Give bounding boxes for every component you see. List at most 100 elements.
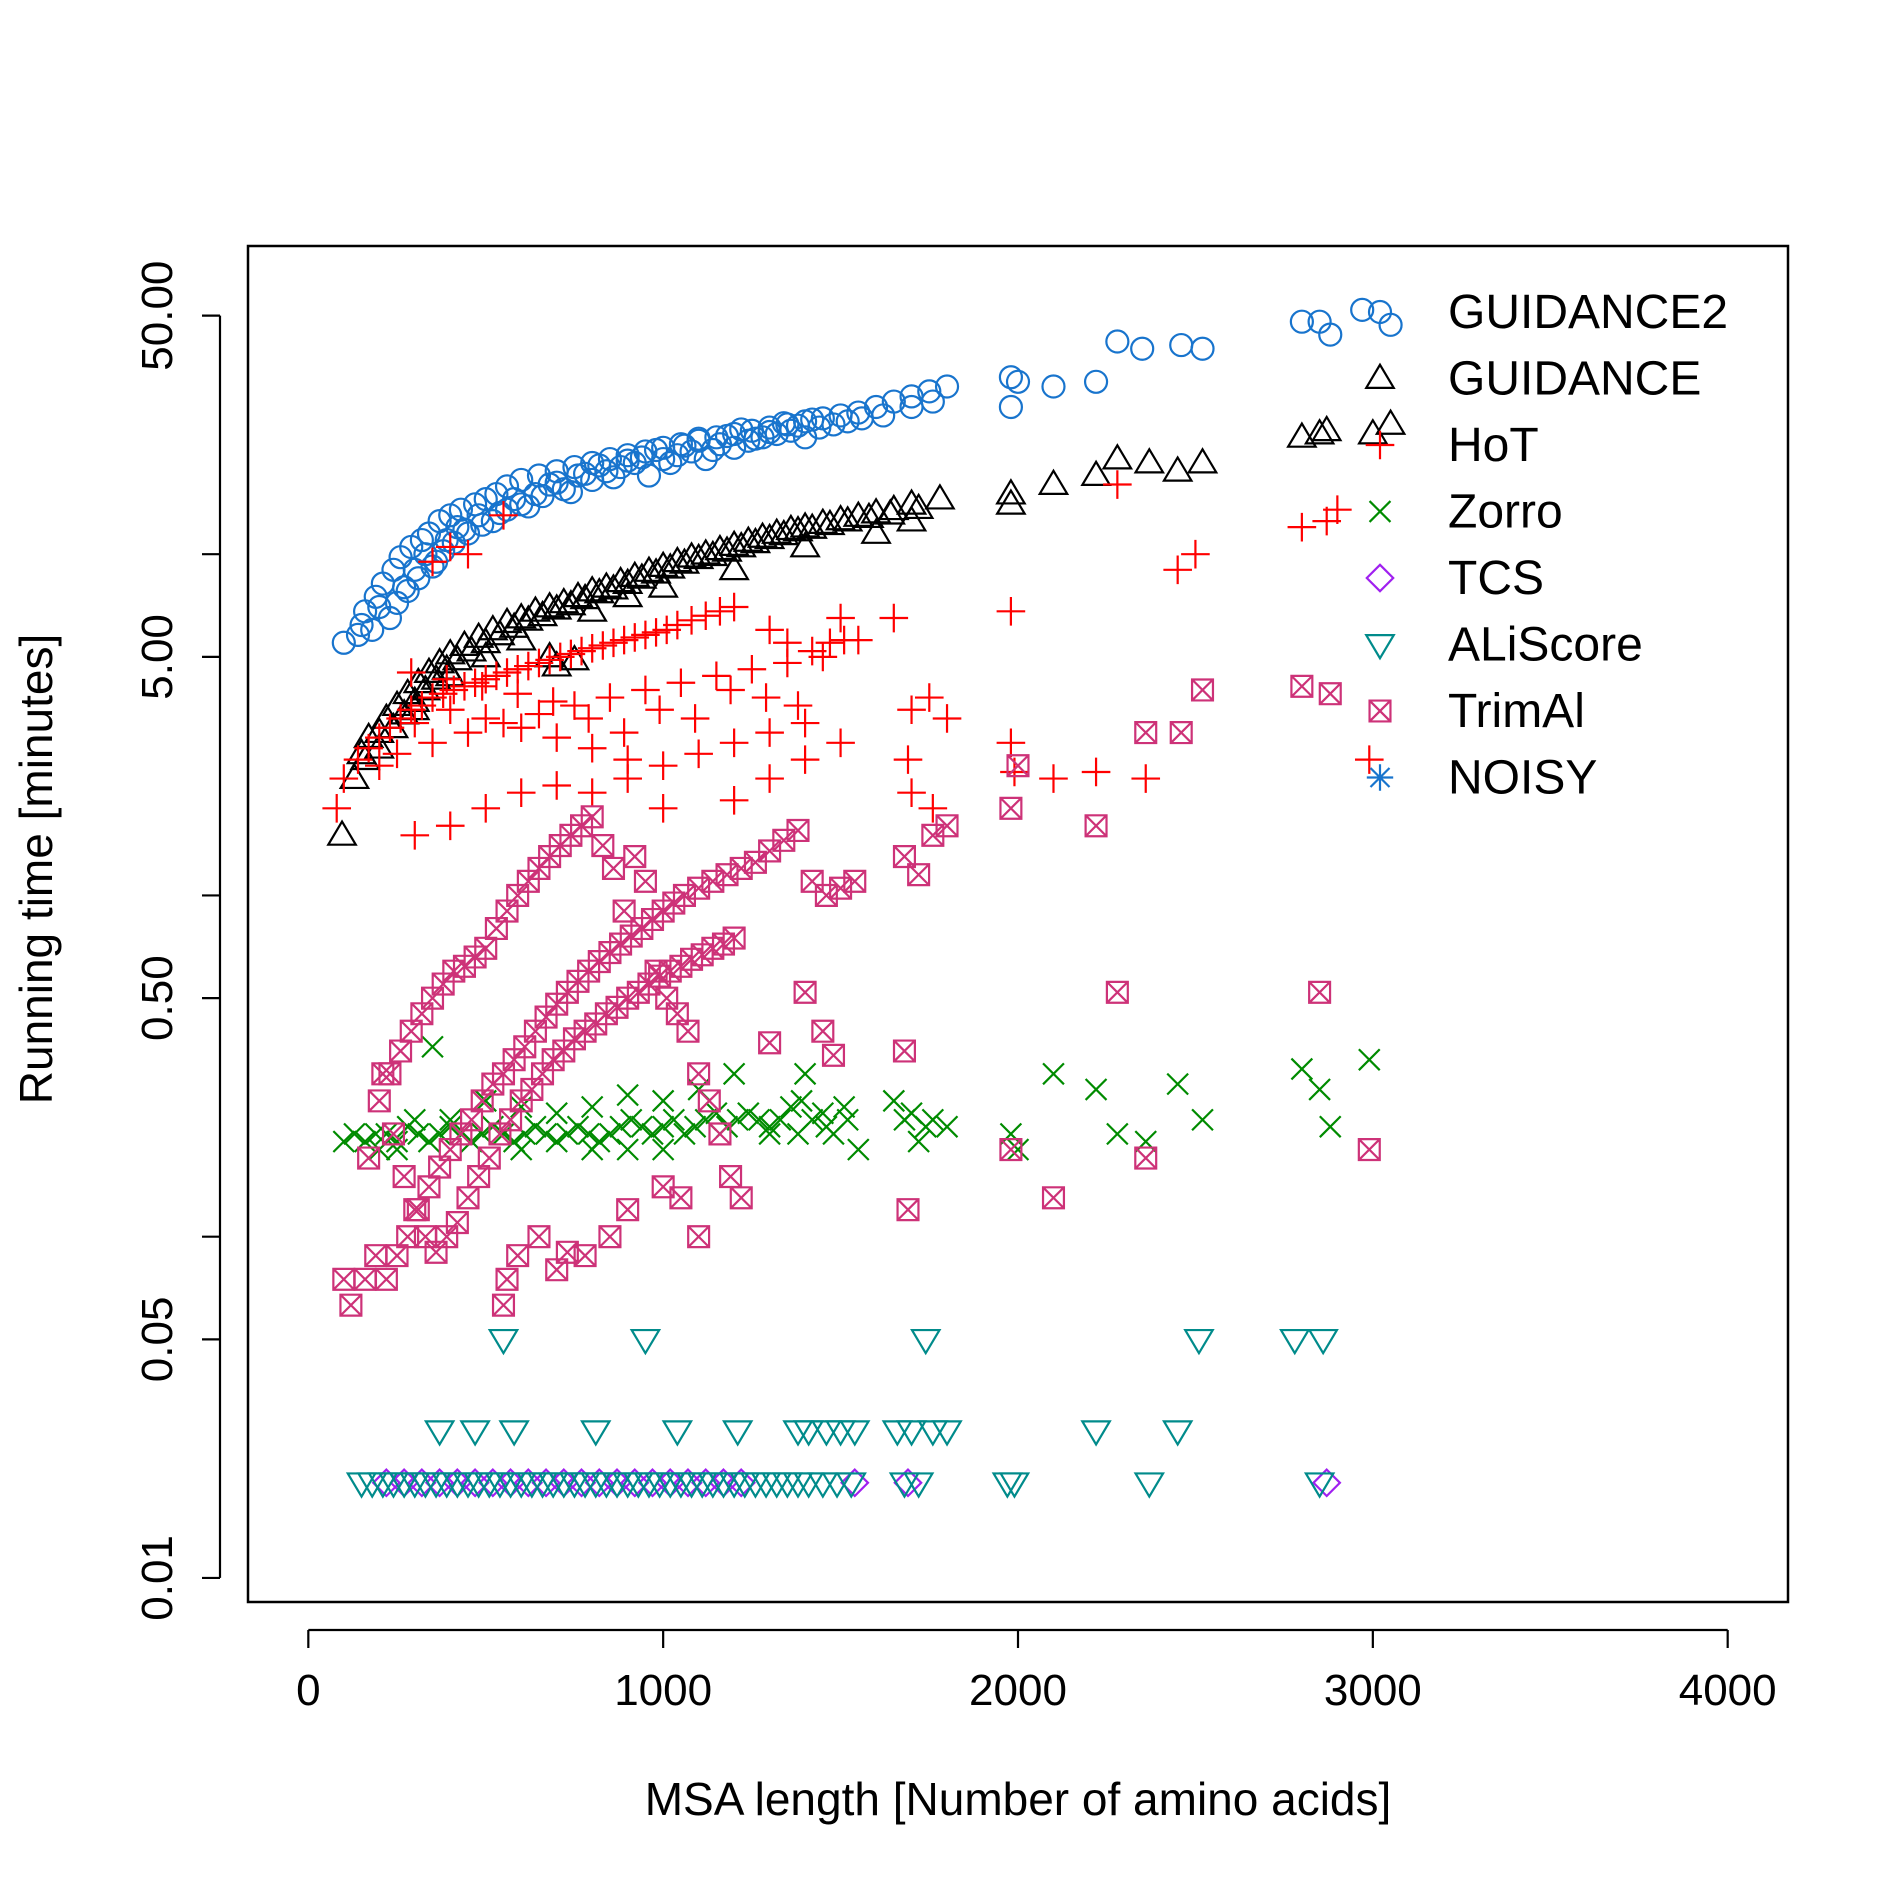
data-point-trimal: [449, 1122, 473, 1146]
data-point-trimal: [935, 814, 959, 838]
data-point-aliscore: [498, 1420, 530, 1447]
legend: GUIDANCE2 GUIDANCE HoT Zorro TCS ALiScore Trim…: [1364, 286, 1728, 805]
data-point-trimal: [491, 1062, 516, 1086]
legend-label: Zorro: [1448, 486, 1563, 539]
data-point-guidance: [505, 624, 537, 651]
data-point-guidance2: [470, 512, 495, 537]
legend-marker-guidance: [1364, 362, 1396, 389]
data-point-trimal: [1318, 682, 1342, 706]
data-point-zorro: [758, 1115, 781, 1138]
data-point-zorro: [509, 1138, 533, 1161]
data-point-trimal: [573, 1244, 597, 1268]
data-point-aliscore: [1279, 1328, 1311, 1356]
data-point-guidance: [519, 595, 552, 622]
series-guidance2: [331, 297, 1403, 655]
data-point-aliscore: [1183, 1328, 1215, 1356]
data-point-trimal: [722, 926, 746, 950]
data-point-guidance: [462, 621, 495, 648]
data-point-hot: [400, 708, 430, 738]
data-point-aliscore: [824, 1420, 857, 1447]
data-point-zorro: [914, 1115, 937, 1138]
data-point-guidance: [718, 553, 750, 581]
data-point-guidance2: [360, 617, 385, 642]
data-point-hot: [524, 648, 554, 678]
legend-label: HoT: [1448, 419, 1539, 472]
data-point-hot: [790, 745, 820, 774]
data-point-trimal: [687, 1225, 711, 1249]
data-point-zorro: [534, 1122, 558, 1146]
data-point-zorro: [1006, 1138, 1030, 1161]
data-point-hot: [503, 654, 532, 684]
data-point-guidance: [1374, 408, 1407, 435]
data-point-trimal: [601, 856, 626, 880]
data-point-hot: [719, 785, 749, 815]
data-point-aliscore: [1303, 1472, 1336, 1499]
data-point-guidance: [1037, 468, 1070, 495]
data-point-zorro: [705, 1102, 728, 1125]
data-point-trimal: [821, 1043, 846, 1067]
data-point-guidance2: [502, 487, 527, 512]
data-point-trimal: [580, 805, 604, 829]
data-point-guidance2: [1005, 369, 1031, 394]
data-point-guidance: [732, 525, 765, 552]
data-point-zorro: [1290, 1057, 1314, 1081]
data-point-guidance: [455, 635, 488, 662]
data-point-hot: [435, 695, 465, 725]
data-point-hot: [453, 539, 483, 569]
data-point-zorro: [882, 1089, 906, 1113]
data-point-hot: [652, 615, 682, 645]
data-point-hot: [918, 794, 948, 823]
data-point-trimal: [786, 818, 810, 843]
data-point-hot: [577, 778, 607, 807]
data-point-hot: [932, 704, 962, 733]
data-point-aliscore: [839, 1420, 871, 1447]
data-point-guidance: [647, 571, 679, 598]
data-point-guidance: [789, 531, 821, 558]
data-point-guidance: [704, 533, 736, 561]
data-point-tcs: [893, 1468, 923, 1498]
data-point-trimal: [612, 899, 636, 923]
data-point-guidance2: [494, 474, 520, 499]
data-point-hot: [790, 708, 820, 738]
data-point-guidance2: [370, 571, 395, 596]
data-point-guidance: [555, 589, 587, 616]
data-point-zorro: [428, 1122, 451, 1146]
plot-frame: [246, 244, 1790, 1604]
data-point-guidance: [1303, 418, 1336, 445]
data-point-hot: [641, 618, 671, 647]
data-point-trimal: [793, 980, 817, 1004]
data-point-hot: [471, 704, 501, 733]
data-point-hot: [684, 739, 713, 769]
data-point-hot: [1181, 539, 1210, 569]
data-point-hot: [542, 723, 572, 752]
data-point-hot: [996, 597, 1026, 626]
data-point-guidance: [562, 580, 594, 608]
data-point-trimal: [520, 1077, 544, 1102]
data-point-zorro: [417, 1130, 441, 1153]
data-point-trimal: [371, 1062, 395, 1086]
data-point-hot: [577, 733, 607, 763]
data-point-guidance2: [615, 443, 640, 468]
data-point-hot: [1287, 512, 1317, 542]
data-point-trimal: [420, 986, 445, 1010]
data-point-hot: [428, 679, 458, 709]
data-point-guidance: [576, 575, 608, 602]
data-point-zorro: [375, 1122, 398, 1146]
legend-item-tcs: TCS: [1365, 552, 1544, 605]
data-point-hot: [471, 664, 501, 694]
data-point-hot: [705, 597, 735, 626]
legend-label: TCS: [1448, 552, 1544, 605]
data-point-trimal: [719, 1165, 743, 1189]
data-point-hot: [773, 648, 802, 678]
data-point-hot: [1323, 495, 1352, 524]
data-point-zorro: [332, 1130, 356, 1153]
data-point-trimal: [623, 844, 647, 869]
data-point-zorro: [421, 1035, 444, 1059]
data-point-guidance: [853, 501, 885, 529]
data-point-guidance: [338, 762, 371, 790]
data-point-guidance: [484, 619, 516, 646]
data-point-guidance2: [601, 465, 626, 490]
x-tick-label: 3000: [1324, 1666, 1422, 1715]
data-point-guidance: [647, 550, 679, 577]
data-point-hot: [506, 778, 536, 807]
